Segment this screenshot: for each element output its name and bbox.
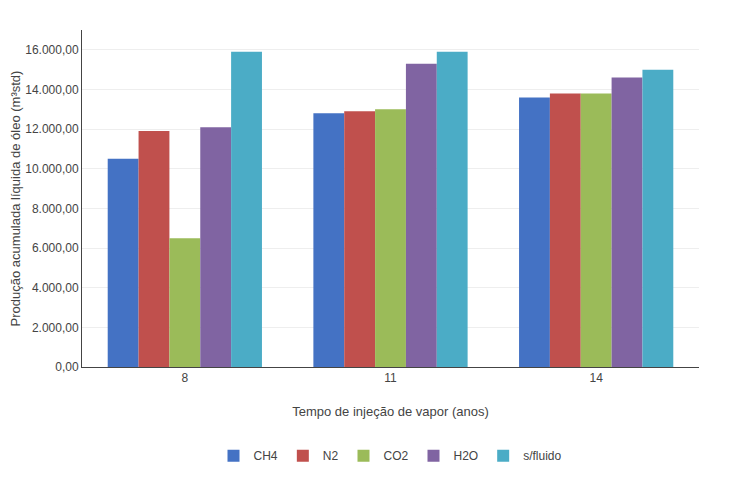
svg-text:6.000,00: 6.000,00	[32, 241, 79, 255]
svg-text:0,00: 0,00	[55, 360, 79, 374]
svg-text:4.000,00: 4.000,00	[32, 281, 79, 295]
svg-text:Produção acumulada líquida de: Produção acumulada líquida de óleo (m³st…	[8, 71, 23, 327]
svg-text:Tempo de injeção de vapor (ano: Tempo de injeção de vapor (anos)	[292, 404, 489, 419]
svg-text:CH4: CH4	[254, 449, 278, 463]
svg-text:8: 8	[181, 371, 188, 385]
svg-text:s/fluido: s/fluido	[523, 449, 561, 463]
svg-text:N2: N2	[323, 449, 339, 463]
svg-text:11: 11	[384, 371, 397, 385]
svg-text:H2O: H2O	[453, 449, 478, 463]
svg-text:10.000,00: 10.000,00	[25, 162, 79, 176]
svg-text:14.000,00: 14.000,00	[25, 83, 79, 97]
svg-text:16.000,00: 16.000,00	[25, 43, 79, 57]
svg-text:2.000,00: 2.000,00	[32, 321, 79, 335]
svg-text:8.000,00: 8.000,00	[32, 202, 79, 216]
svg-text:CO2: CO2	[383, 449, 408, 463]
svg-text:14: 14	[589, 371, 603, 385]
svg-text:12.000,00: 12.000,00	[25, 122, 79, 136]
